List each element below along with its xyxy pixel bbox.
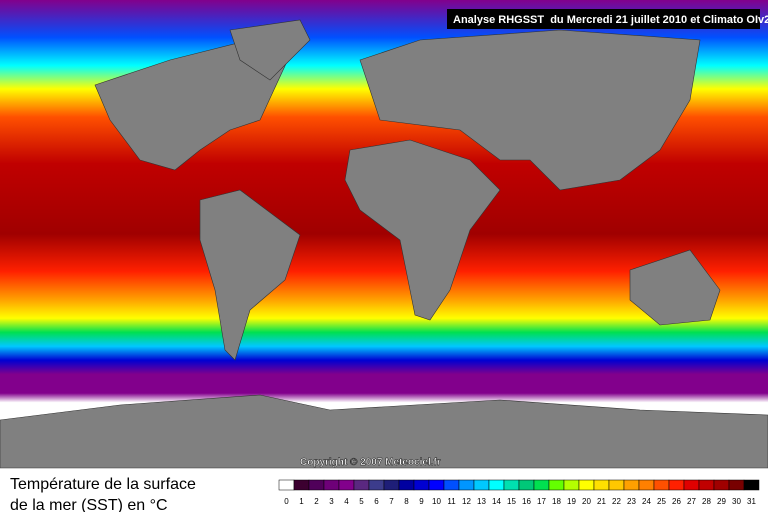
legend-label: 19	[567, 497, 576, 506]
caption: de la mer (SST) en °C	[10, 497, 168, 512]
legend-swatch	[728, 479, 745, 491]
legend-label: 1	[299, 497, 304, 506]
title: Analyse RHGSST du Mercredi 21 juillet 20…	[453, 14, 768, 26]
legend-swatch	[668, 479, 685, 491]
copyright: Copyright © 2007 Meteociel.fr	[300, 457, 441, 468]
legend-swatch	[578, 479, 595, 491]
legend-swatch	[368, 479, 385, 491]
legend-label: 8	[404, 497, 409, 506]
legend-label: 31	[747, 497, 756, 506]
africa	[344, 139, 501, 321]
south-america	[199, 189, 301, 361]
title-box	[447, 9, 760, 29]
legend-swatch	[608, 479, 625, 491]
legend-label: 6	[374, 497, 379, 506]
legend-swatch	[503, 479, 520, 491]
legend-label: 28	[702, 497, 711, 506]
legend-label: 16	[522, 497, 531, 506]
legend-swatch	[653, 479, 670, 491]
legend-label: 24	[642, 497, 651, 506]
legend-label: 9	[419, 497, 424, 506]
greenland	[229, 19, 311, 81]
legend-label: 23	[627, 497, 636, 506]
legend-label: 12	[462, 497, 471, 506]
legend-swatch	[488, 479, 505, 491]
legend-swatch	[623, 479, 640, 491]
land	[0, 19, 768, 469]
legend-swatch	[458, 479, 475, 491]
legend-swatch	[353, 479, 370, 491]
legend-label: 5	[359, 497, 364, 506]
legend-label: 14	[492, 497, 501, 506]
legend-swatch	[533, 479, 550, 491]
legend-label: 3	[329, 497, 334, 506]
legend-swatch	[443, 479, 460, 491]
legend-swatch	[428, 479, 445, 491]
legend-swatch	[518, 479, 535, 491]
legend-label: 7	[389, 497, 394, 506]
legend-label: 25	[657, 497, 666, 506]
legend-swatch	[593, 479, 610, 491]
legend-swatch	[323, 479, 340, 491]
legend-label: 4	[344, 497, 349, 506]
legend-label: 26	[672, 497, 681, 506]
caption: Température de la surface	[10, 476, 196, 493]
legend-swatch	[743, 479, 760, 491]
legend-label: 17	[537, 497, 546, 506]
legend-swatch	[548, 479, 565, 491]
legend-label: 2	[314, 497, 319, 506]
legend-swatch	[683, 479, 700, 491]
legend-swatch	[278, 479, 295, 491]
legend-swatch	[398, 479, 415, 491]
legend-swatch	[413, 479, 430, 491]
legend-label: 13	[477, 497, 486, 506]
legend-swatch	[473, 479, 490, 491]
legend-swatch	[308, 479, 325, 491]
legend-label: 20	[582, 497, 591, 506]
legend: 0 1 2 3 4 5 6 7 8 9 10 11 12 13 14 15 16 17 18 19 20 21 22 23 24…	[278, 479, 760, 506]
legend-swatch	[338, 479, 355, 491]
legend-swatch	[638, 479, 655, 491]
legend-swatch	[713, 479, 730, 491]
legend-label: 18	[552, 497, 561, 506]
legend-label: 29	[717, 497, 726, 506]
legend-label: 21	[597, 497, 606, 506]
eurasia	[359, 29, 701, 191]
north-america	[94, 39, 291, 171]
legend-swatch	[293, 479, 310, 491]
legend-swatch	[698, 479, 715, 491]
legend-label: 30	[732, 497, 741, 506]
legend-label: 0	[284, 497, 289, 506]
australia	[629, 249, 721, 326]
antarctica	[0, 394, 768, 469]
legend-swatch	[563, 479, 580, 491]
legend-label: 22	[612, 497, 621, 506]
legend-label: 10	[432, 497, 441, 506]
legend-swatch	[383, 479, 400, 491]
legend-label: 27	[687, 497, 696, 506]
legend-label: 15	[507, 497, 516, 506]
legend-label: 11	[447, 497, 456, 506]
